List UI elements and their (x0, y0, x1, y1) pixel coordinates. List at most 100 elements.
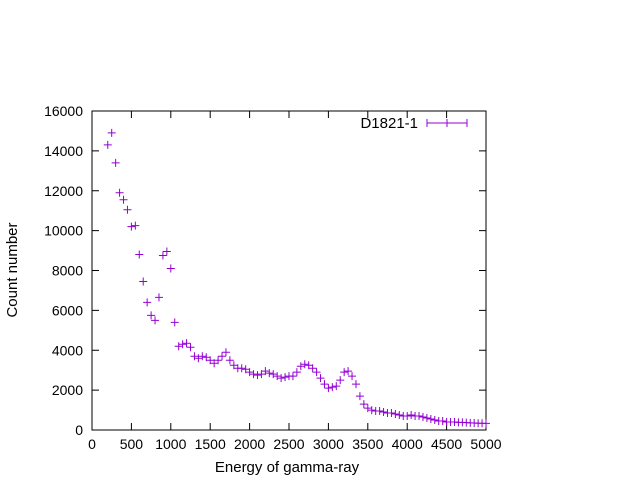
y-tick-label: 0 (75, 422, 83, 438)
data-point (320, 380, 329, 389)
x-axis: 0 500 1000 1500 2000 2500 3000 3500 4000 4500 5000 (88, 111, 502, 452)
data-point (245, 368, 254, 377)
data-point (351, 380, 360, 389)
data-point (355, 392, 364, 401)
data-point (225, 356, 234, 365)
legend: D1821-1 (360, 115, 468, 132)
x-tick-label: 1500 (195, 436, 226, 452)
y-tick-label: 2000 (52, 382, 83, 398)
data-point (281, 373, 290, 382)
data-point (391, 410, 400, 419)
data-point (182, 339, 191, 348)
data-point (300, 360, 309, 369)
data-point (328, 383, 337, 392)
data-point (308, 364, 317, 373)
data-point (170, 318, 179, 327)
data-point (379, 408, 388, 417)
y-tick-label: 10000 (44, 223, 83, 239)
data-point (103, 140, 112, 149)
data-point (143, 298, 152, 307)
data-point (422, 414, 431, 423)
y-tick-label: 12000 (44, 183, 83, 199)
data-point (111, 158, 120, 167)
legend-label: D1821-1 (360, 115, 418, 132)
data-point (151, 316, 160, 325)
data-point (340, 368, 349, 377)
data-point (438, 417, 447, 426)
data-point (332, 382, 341, 391)
plot-area-frame (91, 110, 487, 431)
x-tick-label: 4000 (392, 436, 423, 452)
data-point (418, 413, 427, 422)
data-point (312, 368, 321, 377)
y-axis: 0 2000 4000 6000 8000 10000 12000 14000 16000 (44, 103, 486, 438)
data-point (158, 251, 167, 260)
data-point (147, 311, 156, 320)
data-point (367, 406, 376, 415)
data-point (249, 370, 258, 379)
data-point (403, 412, 412, 421)
x-tick-label: 5000 (470, 436, 501, 452)
legend-marker (443, 119, 451, 127)
data-point (194, 354, 203, 363)
data-point (237, 364, 246, 373)
data-point (387, 409, 396, 418)
data-point (253, 371, 262, 380)
data-point (363, 404, 372, 413)
data-point (214, 356, 223, 365)
data-point (316, 374, 325, 383)
data-point (430, 416, 439, 425)
x-tick-label: 1000 (155, 436, 186, 452)
data-point (154, 293, 163, 302)
data-point (178, 340, 187, 349)
data-point (261, 367, 270, 376)
data-point (359, 400, 368, 409)
data-point (198, 352, 207, 361)
data-point (127, 222, 136, 231)
y-tick-label: 4000 (52, 342, 83, 358)
data-point (115, 188, 124, 197)
data-point (288, 372, 297, 381)
data-point (186, 343, 195, 352)
data-point (135, 250, 144, 259)
data-point (269, 370, 278, 379)
x-tick-label: 500 (120, 436, 144, 452)
data-point (162, 247, 171, 256)
x-tick-label: 3000 (313, 436, 344, 452)
data-point (348, 372, 357, 381)
data-series (103, 128, 490, 428)
data-point (131, 221, 140, 230)
x-tick-label: 3500 (352, 436, 383, 452)
data-point (123, 205, 132, 214)
x-tick-label: 0 (88, 436, 96, 452)
y-tick-label: 14000 (44, 143, 83, 159)
data-point (277, 374, 286, 383)
data-point (174, 342, 183, 351)
x-tick-label: 4500 (431, 436, 462, 452)
y-tick-label: 16000 (44, 103, 83, 119)
data-point (336, 376, 345, 385)
data-point (344, 367, 353, 376)
data-point (221, 348, 230, 357)
data-point (375, 407, 384, 416)
x-axis-title: Energy of gamma-ray (215, 459, 360, 476)
y-axis-title: Count number (4, 222, 21, 317)
data-point (292, 368, 301, 377)
data-point (119, 195, 128, 204)
x-tick-label: 2000 (234, 436, 265, 452)
data-point (190, 352, 199, 361)
data-point (296, 362, 305, 371)
data-point (218, 352, 227, 361)
data-point (407, 411, 416, 420)
data-point (426, 415, 435, 424)
data-point (265, 369, 274, 378)
data-point (166, 264, 175, 273)
data-point (482, 419, 490, 428)
data-point (324, 384, 333, 393)
y-tick-label: 6000 (52, 302, 83, 318)
data-point (273, 372, 282, 381)
x-tick-label: 2500 (273, 436, 304, 452)
data-point (139, 277, 148, 286)
data-point (395, 411, 404, 420)
